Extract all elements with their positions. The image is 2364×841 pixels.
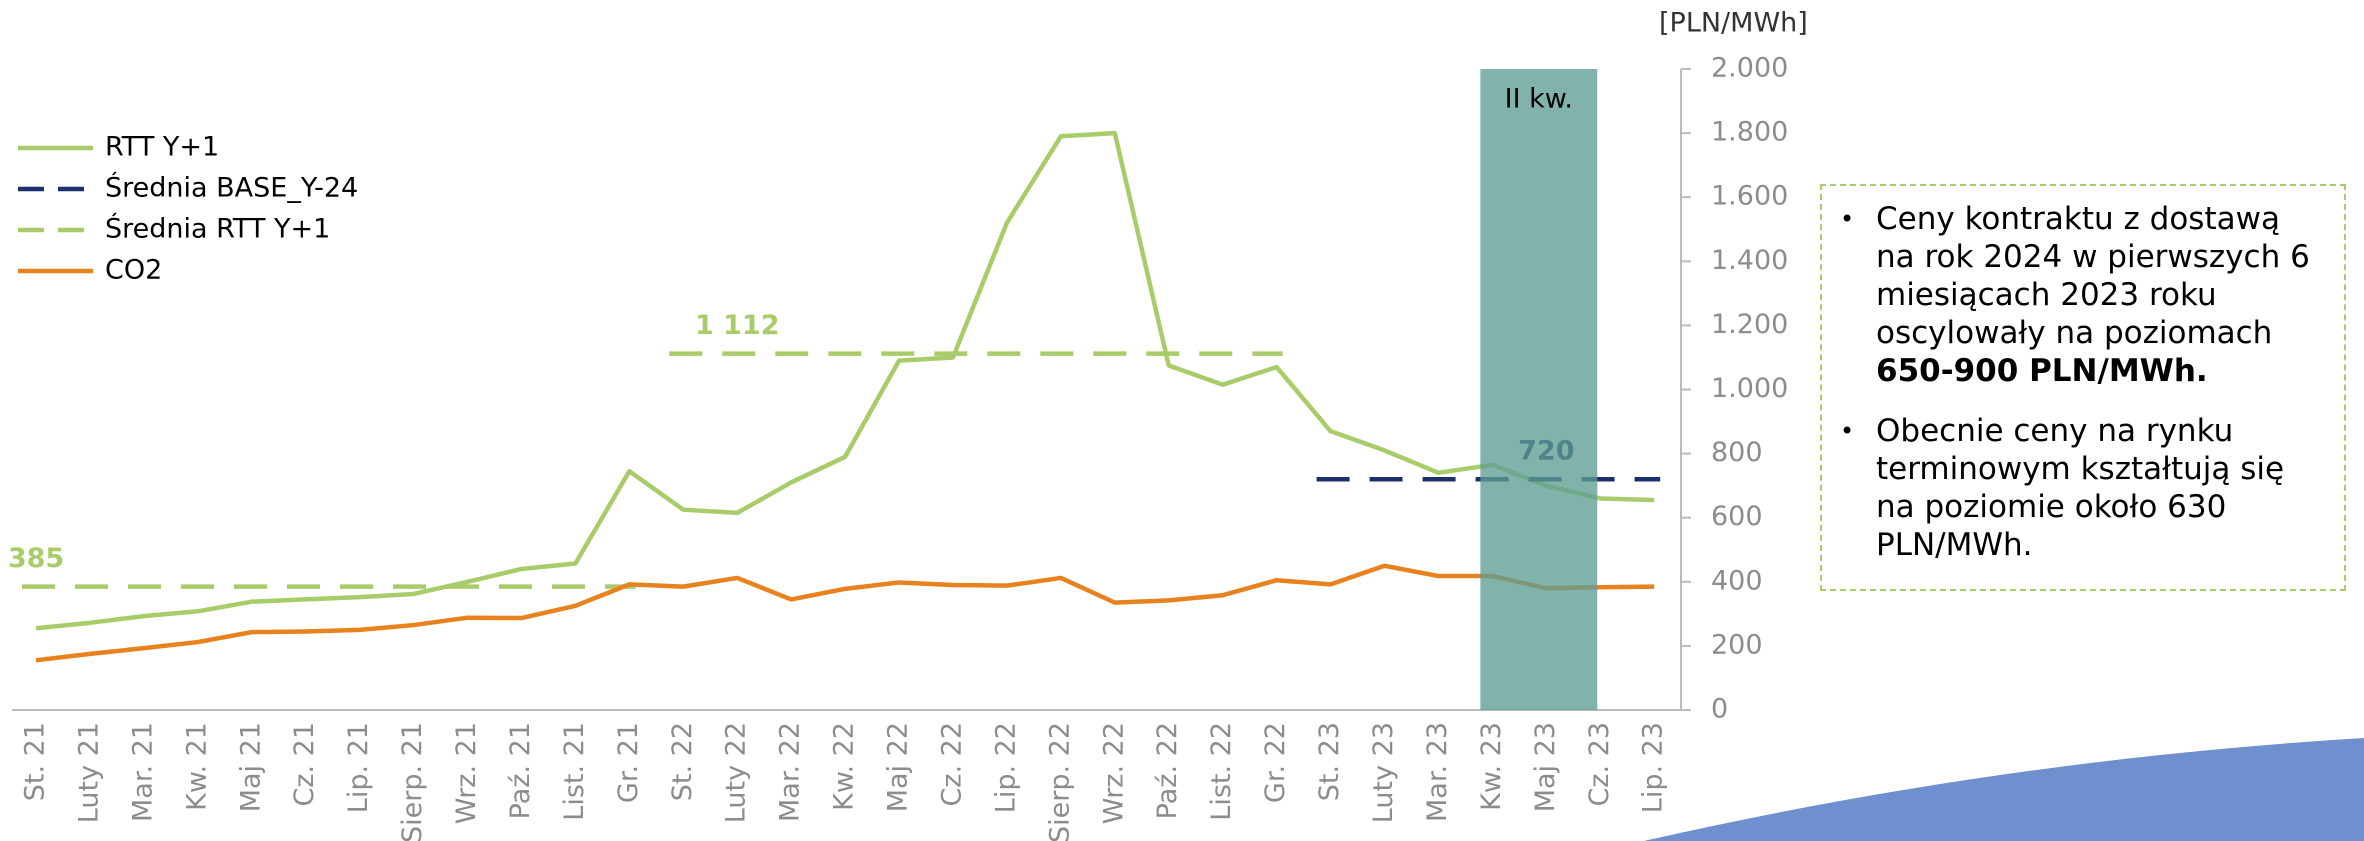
y-tick-label: 400 <box>1711 565 1763 596</box>
x-tick-label: St. 22 <box>667 722 698 801</box>
x-tick-label: Kw. 22 <box>829 722 860 811</box>
x-tick-label: Cz. 22 <box>936 722 967 807</box>
y-tick-label: 1.400 <box>1711 245 1788 276</box>
note-text: Obecnie ceny na rynku terminowym kształt… <box>1876 413 2285 563</box>
series-line <box>35 130 1655 631</box>
x-tick-label: Kw. 23 <box>1476 722 1507 811</box>
x-tick-label: Maj 22 <box>883 722 914 812</box>
x-tick-label: Luty 21 <box>73 722 104 823</box>
highlight-band <box>1480 69 1598 710</box>
note-text: Ceny kontraktu z dostawą na rok 2024 w p… <box>1876 201 2310 351</box>
x-tick-label: Paź. 22 <box>1152 722 1183 819</box>
x-tick-label: Luty 23 <box>1368 722 1399 823</box>
decoration <box>1644 738 2364 841</box>
legend-label: Średnia RTT Y+1 <box>105 213 330 245</box>
legend-label: CO2 <box>105 255 162 286</box>
note: Obecnie ceny na rynku terminowym kształt… <box>1836 412 2324 564</box>
x-tick-label: St. 21 <box>20 722 51 801</box>
x-tick-label: Sierp. 21 <box>397 722 428 841</box>
y-tick-label: 2.000 <box>1711 53 1788 84</box>
legend-label: Średnia BASE_Y-24 <box>105 172 358 204</box>
x-tick-label: Maj 23 <box>1530 722 1561 812</box>
data-label: 1 112 <box>695 310 780 341</box>
x-tick-label: Gr. 22 <box>1260 722 1291 803</box>
x-tick-label: List. 22 <box>1206 722 1237 821</box>
notes-list: Ceny kontraktu z dostawą na rok 2024 w p… <box>1836 200 2324 564</box>
label-background <box>686 308 788 344</box>
x-tick-label: Paź. 21 <box>505 722 536 819</box>
x-tick-label: Luty 22 <box>721 722 752 823</box>
x-tick-label: Cz. 21 <box>289 722 320 807</box>
x-tick-label: Mar. 23 <box>1422 722 1453 822</box>
x-tick-label: Lip. 23 <box>1638 722 1669 813</box>
series-line <box>35 563 1655 663</box>
x-tick-label: Sierp. 22 <box>1044 722 1075 841</box>
highlight-label: II kw. <box>1505 84 1573 115</box>
note-bold: 650-900 PLN/MWh. <box>1876 353 2208 389</box>
y-tick-label: 600 <box>1711 501 1763 532</box>
x-tick-label: Wrz. 21 <box>451 722 482 824</box>
x-tick-label: List. 21 <box>559 722 590 821</box>
x-tick-label: Maj 21 <box>235 722 266 812</box>
x-tick-label: Lip. 21 <box>343 722 374 813</box>
x-tick-label: Mar. 21 <box>127 722 158 822</box>
y-tick-label: 200 <box>1711 629 1763 660</box>
x-tick-label: Mar. 22 <box>775 722 806 822</box>
x-tick-label: Kw. 21 <box>181 722 212 811</box>
x-tick-label: Gr. 21 <box>613 722 644 803</box>
x-tick-label: Cz. 23 <box>1584 722 1615 807</box>
y-tick-label: 0 <box>1711 694 1728 725</box>
y-tick-label: 1.000 <box>1711 373 1788 404</box>
note: Ceny kontraktu z dostawą na rok 2024 w p… <box>1836 200 2324 390</box>
x-tick-label: Wrz. 22 <box>1098 722 1129 824</box>
y-tick-label: 1.600 <box>1711 181 1788 212</box>
x-tick-label: Lip. 22 <box>990 722 1021 813</box>
y-tick-label: 1.200 <box>1711 309 1788 340</box>
y-tick-label: 800 <box>1711 437 1763 468</box>
label-background <box>0 541 73 577</box>
y-tick-label: 1.800 <box>1711 117 1788 148</box>
legend-label: RTT Y+1 <box>105 132 219 163</box>
data-label: 385 <box>8 543 64 574</box>
unit-label: [PLN/MWh] <box>1659 8 1808 39</box>
x-tick-label: St. 23 <box>1314 722 1345 801</box>
notes-box: Ceny kontraktu z dostawą na rok 2024 w p… <box>1820 184 2346 591</box>
